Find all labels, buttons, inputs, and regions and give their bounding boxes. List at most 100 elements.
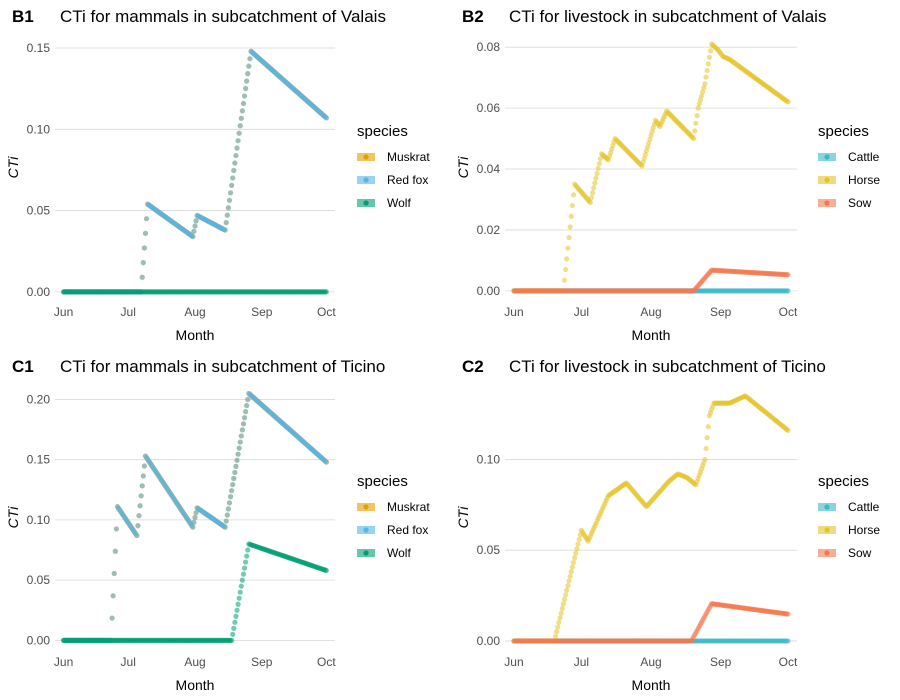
data-point	[704, 435, 710, 441]
data-point	[785, 272, 791, 278]
x-tick-label: Jul	[574, 305, 589, 319]
x-tick-label: Jul	[574, 655, 589, 669]
data-point	[245, 547, 251, 553]
data-point	[235, 601, 241, 607]
legend: species Cattle Horse Sow	[818, 473, 880, 560]
y-tick-label: 0.04	[477, 162, 501, 176]
legend-title: species	[357, 123, 408, 140]
legend-label: Cattle	[848, 150, 880, 164]
data-point	[234, 607, 240, 613]
data-point	[707, 48, 714, 54]
series-wolf	[61, 541, 329, 643]
data-point	[573, 550, 579, 556]
data-point	[237, 589, 243, 595]
data-point	[191, 228, 197, 234]
data-point	[134, 532, 140, 539]
data-point	[574, 546, 580, 552]
data-point	[703, 74, 709, 80]
data-point	[231, 167, 237, 174]
data-point	[193, 218, 199, 224]
legend-item: Red fox	[357, 523, 428, 537]
data-point	[223, 518, 229, 524]
data-point	[230, 481, 236, 488]
data-point	[561, 277, 568, 283]
data-point	[239, 108, 245, 114]
data-point	[575, 541, 581, 547]
legend-label: Horse	[848, 173, 880, 187]
plot-area	[511, 393, 791, 644]
y-tick-label: 0.06	[477, 101, 501, 115]
data-point	[237, 123, 243, 129]
data-point	[227, 494, 234, 500]
data-point	[238, 433, 244, 439]
data-point	[239, 577, 245, 583]
data-point	[705, 61, 711, 67]
data-point	[693, 120, 699, 126]
x-tick-label: Sep	[710, 305, 732, 319]
data-point	[139, 274, 145, 280]
data-point	[566, 578, 572, 584]
data-point	[570, 559, 577, 566]
data-point	[238, 583, 244, 589]
series-red-fox	[61, 390, 329, 643]
chart-panel-c2: C2 CTi for livestock in subcatchment of T…	[455, 357, 880, 693]
data-point	[112, 548, 118, 554]
data-point	[231, 475, 237, 482]
data-point	[222, 227, 228, 233]
x-axis-label: Month	[632, 677, 671, 693]
series-sow	[511, 267, 791, 294]
y-tick-label: 0.20	[27, 392, 51, 406]
chart-title: CTi for mammals in subcatchment of Valai…	[60, 7, 386, 26]
data-point	[235, 451, 241, 457]
data-point	[705, 424, 711, 430]
data-point	[563, 266, 569, 273]
data-point	[142, 230, 149, 236]
series-horse	[511, 41, 791, 294]
data-point	[244, 402, 250, 409]
data-point	[696, 101, 702, 107]
panel-tag: B2	[462, 7, 484, 26]
legend-title: species	[818, 473, 869, 490]
data-point	[703, 445, 709, 452]
data-point	[785, 611, 791, 617]
data-point	[558, 610, 564, 616]
data-point	[691, 135, 697, 142]
legend-label: Horse	[848, 523, 880, 537]
y-axis-label: CTi	[455, 156, 471, 179]
data-point	[227, 190, 234, 196]
data-point	[229, 637, 235, 643]
legend: species Muskrat Red fox Wolf	[357, 473, 430, 560]
data-point	[224, 212, 230, 218]
data-point	[141, 245, 147, 251]
data-point	[230, 631, 236, 637]
legend-key-dot	[363, 504, 369, 510]
series-wolf	[61, 289, 329, 295]
data-point	[567, 573, 573, 579]
data-point	[572, 555, 578, 561]
data-point	[191, 519, 197, 525]
data-point	[225, 205, 231, 211]
data-point	[232, 469, 238, 476]
legend-item: Cattle	[818, 150, 880, 164]
legend-key-dot	[363, 550, 369, 556]
chart-panel-b2: B2 CTi for livestock in subcatchment of V…	[455, 7, 880, 343]
data-point	[239, 427, 245, 433]
legend-label: Muskrat	[387, 150, 430, 164]
x-tick-label: Sep	[251, 305, 273, 319]
data-point	[223, 220, 229, 226]
data-point	[695, 105, 701, 111]
x-tick-label: Jun	[54, 655, 73, 669]
legend-label: Sow	[848, 196, 872, 210]
data-point	[224, 512, 230, 518]
x-tick-label: Sep	[710, 655, 732, 669]
legend-item: Sow	[818, 546, 872, 560]
x-axis-label: Month	[632, 327, 671, 343]
data-point	[698, 93, 705, 99]
data-point	[595, 165, 601, 172]
chart-panel-b1: B1 CTi for mammals in subcatchment of Val…	[5, 7, 430, 343]
data-point	[193, 510, 199, 516]
legend-label: Cattle	[848, 500, 880, 514]
legend-key-dot	[824, 550, 830, 556]
data-point	[694, 113, 700, 119]
